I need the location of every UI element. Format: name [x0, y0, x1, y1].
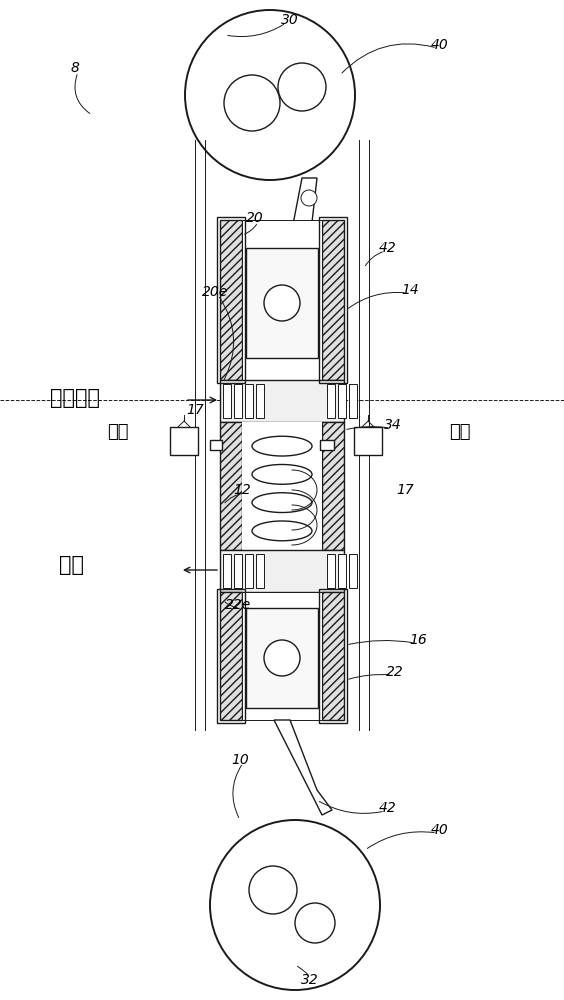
Text: 8: 8 [70, 61, 80, 75]
Text: 10: 10 [231, 753, 249, 767]
Text: 14: 14 [401, 283, 419, 297]
Polygon shape [220, 550, 344, 592]
Polygon shape [210, 440, 222, 450]
Polygon shape [234, 554, 242, 588]
Text: 22e: 22e [225, 598, 251, 612]
Text: 42: 42 [379, 801, 397, 815]
Text: 22: 22 [386, 665, 404, 679]
Text: 增压空气: 增压空气 [50, 388, 100, 408]
Polygon shape [320, 440, 334, 450]
Polygon shape [220, 592, 242, 720]
Text: 燃料: 燃料 [107, 423, 129, 441]
Text: 17: 17 [396, 483, 414, 497]
Polygon shape [220, 422, 242, 550]
Text: 32: 32 [301, 973, 319, 987]
Polygon shape [322, 220, 344, 380]
Polygon shape [277, 178, 317, 265]
Polygon shape [338, 384, 346, 418]
Circle shape [301, 190, 317, 206]
Polygon shape [170, 427, 198, 455]
Polygon shape [322, 422, 344, 550]
Polygon shape [256, 384, 264, 418]
Circle shape [249, 866, 297, 914]
Text: 17: 17 [186, 403, 204, 417]
Polygon shape [242, 422, 322, 550]
Text: 排气: 排气 [59, 555, 85, 575]
Circle shape [210, 820, 380, 990]
Circle shape [185, 10, 355, 180]
Polygon shape [327, 554, 335, 588]
Circle shape [278, 63, 326, 111]
Polygon shape [354, 427, 382, 455]
Polygon shape [242, 592, 322, 720]
Polygon shape [223, 554, 231, 588]
Polygon shape [349, 554, 357, 588]
Polygon shape [327, 384, 335, 418]
Polygon shape [245, 554, 253, 588]
Polygon shape [223, 384, 231, 418]
Text: 40: 40 [431, 38, 449, 52]
Polygon shape [349, 384, 357, 418]
Text: 42: 42 [379, 241, 397, 255]
Circle shape [224, 75, 280, 131]
Polygon shape [245, 384, 253, 418]
Text: 34: 34 [384, 418, 402, 432]
Text: 16: 16 [409, 633, 427, 647]
Polygon shape [220, 220, 242, 380]
Polygon shape [246, 608, 318, 708]
Text: 40: 40 [431, 823, 449, 837]
Text: 12: 12 [233, 483, 251, 497]
Polygon shape [242, 220, 322, 380]
Text: 燃料: 燃料 [450, 423, 471, 441]
Polygon shape [220, 380, 344, 422]
Text: 20e: 20e [202, 285, 228, 299]
Text: 30: 30 [281, 13, 299, 27]
Polygon shape [256, 554, 264, 588]
Circle shape [295, 903, 335, 943]
Polygon shape [246, 248, 318, 358]
Polygon shape [234, 384, 242, 418]
Circle shape [264, 640, 300, 676]
Polygon shape [274, 720, 332, 815]
Polygon shape [322, 592, 344, 720]
Text: 20: 20 [246, 211, 264, 225]
Circle shape [264, 285, 300, 321]
Polygon shape [338, 554, 346, 588]
